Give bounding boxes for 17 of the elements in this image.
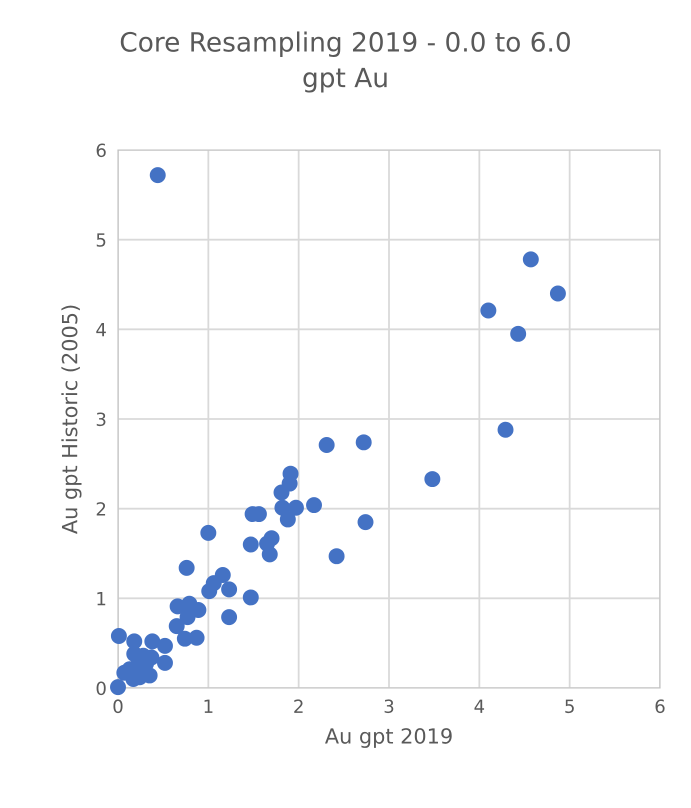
x-tick-label: 4 [474, 700, 484, 713]
x-tick-label: 3 [384, 699, 394, 714]
y-tick-label: 5 [96, 233, 106, 247]
x-tick-label: 6 [656, 699, 665, 714]
x-tick-label: 0 [113, 699, 123, 714]
y-tick-label: 4 [96, 323, 106, 336]
y-tick-label: 0 [96, 681, 106, 696]
y-tick-label: 6 [96, 143, 106, 158]
y-tick-label: 3 [96, 412, 106, 426]
y-tick-label: 1 [97, 592, 106, 606]
y-tick-label: 2 [96, 502, 106, 516]
x-tick-label: 2 [294, 699, 303, 713]
x-tick-label: 5 [565, 700, 574, 714]
chart-title: Core Resampling 2019 - 0.0 to 6.0 gpt Au [120, 31, 570, 93]
x-tick-label: 1 [204, 700, 212, 713]
y-axis-title: Au gpt Historic (2005) [61, 306, 82, 534]
x-axis-title: Au gpt 2019 [324, 728, 452, 748]
